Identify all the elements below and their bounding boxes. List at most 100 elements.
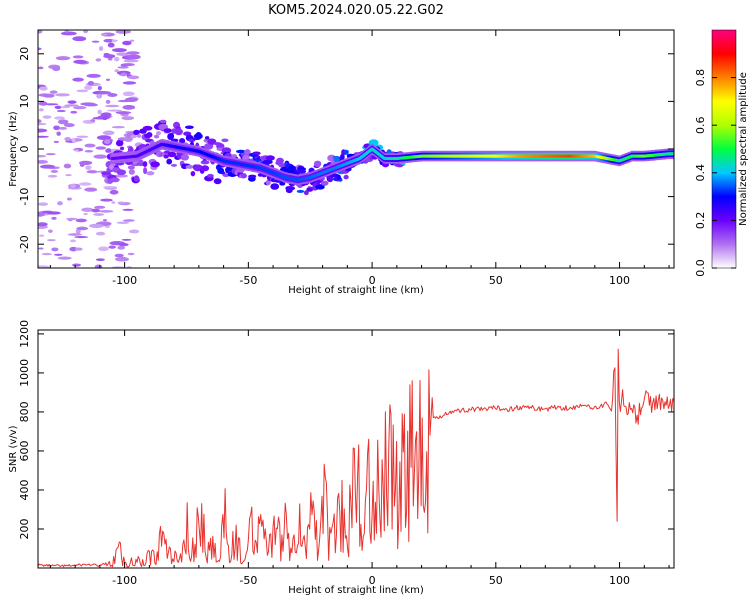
noise-speck [122,81,137,85]
noise-speck [42,115,52,119]
noise-speck [98,46,104,51]
spectral-blob [127,165,135,170]
spectral-blob [244,149,251,155]
noise-speck [57,256,72,260]
noise-speck [109,189,119,195]
noise-speck [72,36,87,42]
spectral-blob [133,129,140,136]
noise-speck [72,55,84,59]
spectrogram-x-tick-label: 50 [489,274,503,287]
noise-speck [95,146,107,150]
noise-speck [100,33,108,36]
noise-speck [126,51,140,55]
noise-speck [118,243,129,247]
spectrogram-y-ticks: -20 -10 0 10 20 [18,47,674,253]
snr-x-tick-label: 100 [609,574,630,587]
noise-speck [107,42,115,48]
snr-x-tick-label: -50 [239,574,257,587]
spectral-blob [262,159,273,165]
spectral-blob [101,171,112,176]
spectrogram-x-tick-label: 100 [609,274,630,287]
noise-speck [76,135,89,138]
noise-speck [45,153,56,156]
noise-speck [108,245,116,249]
spectral-blob [306,187,314,192]
noise-speck [78,160,93,165]
noise-speck [76,89,89,93]
snr-x-tick-label: 50 [489,574,503,587]
noise-speck [38,119,42,124]
noise-speck [127,252,135,256]
noise-speck [95,58,102,62]
noise-speck [100,198,113,202]
colorbar-tick-label: 0.8 [694,69,707,87]
noise-speck [95,231,106,236]
spectrogram-y-tick-label: 0 [18,146,31,153]
snr-panel: -100 -50 0 50 100 200 400 600 800 1000 1200 Heigh… [8,320,675,596]
snr-y-tick-label: 400 [18,479,31,500]
spectrogram-x-tick-label: -100 [112,274,137,287]
spectral-blob [213,178,222,185]
colorbar-label: Normalized spectral amplitude [738,72,749,226]
noise-speck [116,52,130,56]
noise-speck [107,93,118,97]
spectral-blob [116,169,127,176]
noise-speck [73,149,80,152]
spectrogram-x-axis-label: Height of straight line (km) [288,285,424,296]
noise-speck [38,101,48,106]
spectral-blob [146,171,155,176]
spectral-blob [136,133,142,138]
noise-speck [69,239,77,243]
noise-speck [72,263,81,267]
noise-speck [51,216,57,220]
spectral-blob [105,148,112,153]
noise-speck [103,38,115,43]
spectral-blob [167,133,174,140]
colorbar-ticks: 0.0 0.2 0.4 0.6 0.8 [694,69,736,277]
spectral-blob [170,163,178,167]
noise-speck [123,219,135,222]
noise-speck [122,40,132,46]
snr-y-tick-label: 600 [18,440,31,461]
snr-x-tick-label: 0 [369,574,376,587]
noise-speck [115,111,132,115]
spectral-blob [296,189,305,193]
noise-speck [72,77,84,82]
spectral-blob [204,136,210,140]
noise-speck [56,131,61,136]
snr-y-tick-label: 1000 [18,359,31,387]
spectral-blob [320,180,329,186]
spectral-blob [252,151,261,156]
noise-speck [57,201,63,206]
spectral-blob [185,164,194,169]
noise-speck [91,40,100,43]
noise-speck [60,31,77,36]
noise-speck [53,140,59,143]
noise-speck [67,233,83,236]
colorbar: 0.0 0.2 0.4 0.6 0.8 Normalized spectral ampl… [694,29,749,277]
spectral-blob [115,140,124,147]
noise-speck [38,202,49,206]
noise-speck [69,184,77,188]
noise-speck [96,93,103,99]
snr-y-tick-label: 1200 [18,320,31,348]
ridge-core [671,152,674,156]
spectral-blob [200,160,210,165]
spectral-blob [336,174,341,180]
noise-speck [74,247,83,251]
noise-speck [53,125,60,131]
spectral-blob [184,125,194,130]
noise-speck [76,226,89,231]
noise-speck [81,207,94,212]
noise-speck [38,30,43,34]
noise-speck [38,247,44,250]
noise-speck [93,213,105,216]
colorbar-tick-label: 0.4 [694,164,707,182]
noise-speck [74,236,89,239]
noise-speck [93,154,108,159]
noise-speck [129,39,135,42]
noise-speck [124,92,129,97]
snr-y-tick-label: 200 [18,518,31,539]
spectral-blob [248,174,257,179]
